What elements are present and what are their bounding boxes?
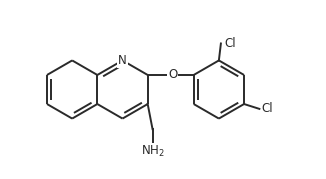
Text: Cl: Cl	[224, 37, 236, 50]
Text: NH$_2$: NH$_2$	[141, 144, 164, 159]
Text: O: O	[168, 69, 177, 81]
Text: Cl: Cl	[261, 102, 273, 115]
Text: N: N	[118, 54, 127, 67]
